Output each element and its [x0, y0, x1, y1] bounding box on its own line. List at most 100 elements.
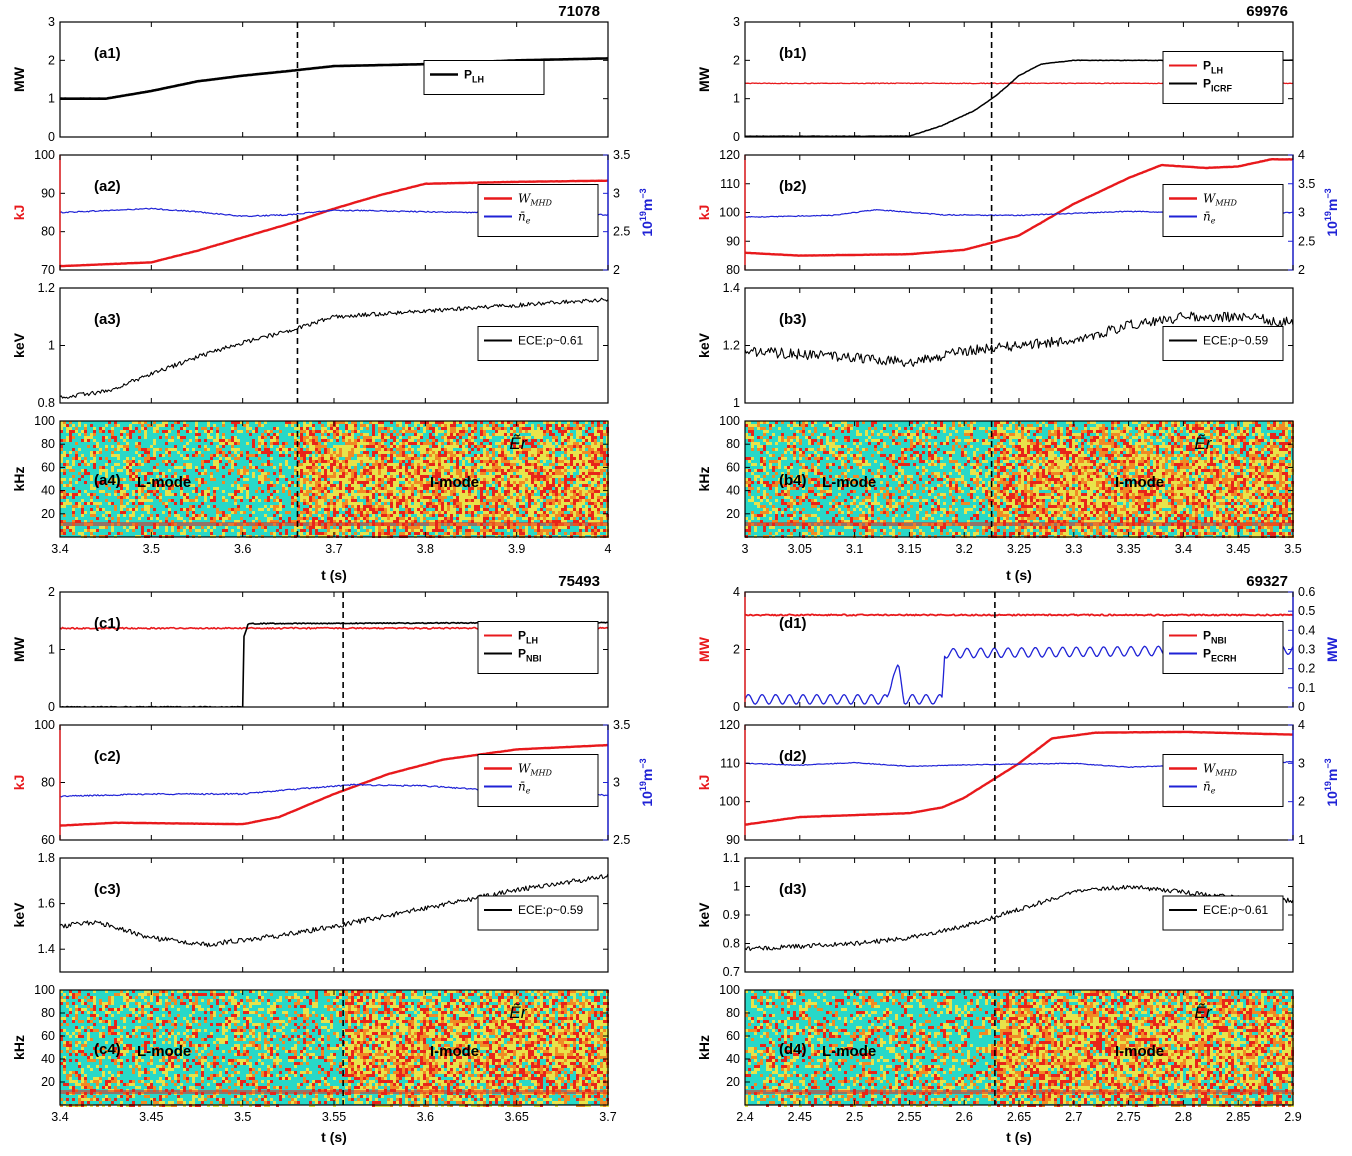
legend-box: [477, 326, 599, 361]
legend-label: PLH: [518, 629, 538, 646]
x-tick-label: 3: [742, 542, 749, 556]
panel-label: (d2): [779, 748, 807, 765]
y-tick-label: 1.6: [38, 897, 55, 911]
y2-tick-label: 2.5: [1298, 234, 1315, 248]
y-tick-label: 60: [726, 1029, 740, 1043]
spectrogram-mid-power: [745, 421, 1294, 538]
x-tick-label: 3.6: [234, 542, 251, 556]
l-mode-label: L-mode: [822, 474, 876, 491]
series-line-ECE061: [745, 884, 1293, 952]
spectrogram-high-power: [60, 990, 609, 1107]
series-line-WMHD: [60, 179, 608, 268]
y-tick-label: 90: [41, 186, 55, 200]
y-tick-label: 20: [726, 1075, 740, 1089]
y-tick-label: 100: [34, 414, 55, 428]
x-tick-label: 2.4: [736, 1110, 753, 1124]
legend-box: [1162, 51, 1284, 104]
series-line-ECE061: [60, 297, 608, 399]
figure-group-a: 71078 PLH 0 1 2 3 MW (a1) WMHD n̄e 70 80 90 100 2 2.5 3 3…: [11, 3, 655, 583]
y-axis-label: keV: [11, 332, 27, 358]
y-tick-label: 80: [726, 1006, 740, 1020]
spectrogram-band: [745, 522, 1293, 526]
y2-tick-label: 3: [1298, 756, 1305, 770]
x-axis-label: t (s): [321, 1129, 347, 1145]
x-tick-label: 3.7: [325, 542, 342, 556]
y-tick-label: 60: [41, 1029, 55, 1043]
y2-tick-label: 3: [613, 776, 620, 790]
y-tick-label: 0.9: [723, 908, 740, 922]
y-axis-label: MW: [11, 636, 27, 662]
panel-c4: 20 40 60 80 100 kHz (c4) L-mode I-mode Ẽr 3.4 3.45 3…: [11, 983, 617, 1124]
x-tick-label: 3.45: [139, 1110, 163, 1124]
y2-tick-label: 0.2: [1298, 662, 1315, 676]
y-tick-label: 120: [719, 148, 740, 162]
panel-c3: ECE:ρ~0.59 1.4 1.6 1.8 keV (c3): [11, 851, 609, 973]
y-tick-label: 60: [41, 833, 55, 847]
l-mode-label: L-mode: [137, 1043, 191, 1060]
y-tick-label: 1: [48, 339, 55, 353]
legend-box: [1162, 621, 1284, 674]
panel-d3: ECE:ρ~0.61 0.7 0.8 0.9 1 1.1 keV (d3): [696, 851, 1294, 979]
y-tick-label: 3: [733, 15, 740, 29]
x-tick-label: 2.65: [1007, 1110, 1031, 1124]
panel-a3: ECE:ρ~0.61 0.8 1 1.2 keV (a3): [11, 281, 609, 410]
x-tick-label: 2.9: [1284, 1110, 1301, 1124]
series-line-PNBI: [745, 613, 1293, 617]
y-tick-label: 100: [34, 148, 55, 162]
i-mode-label: I-mode: [1115, 474, 1164, 491]
legend-label: n̄e: [518, 210, 531, 226]
legend-label: n̄e: [1203, 780, 1216, 796]
y-axis-label: kJ: [696, 775, 712, 791]
y-tick-label: 1.8: [38, 851, 55, 865]
x-tick-label: 2.45: [788, 1110, 812, 1124]
y-axis-label: kHz: [11, 1035, 27, 1060]
y-tick-label: 100: [34, 718, 55, 732]
l-mode-label: L-mode: [822, 1043, 876, 1060]
x-tick-label: 3.15: [897, 542, 921, 556]
x-tick-label: 3.4: [1175, 542, 1192, 556]
x-tick-label: 3.6: [417, 1110, 434, 1124]
panel-label: (d3): [779, 881, 807, 898]
y-tick-label: 1.2: [38, 281, 55, 295]
y-tick-label: 60: [726, 460, 740, 474]
y-tick-label: 0: [733, 130, 740, 144]
panel-label: (c2): [94, 748, 121, 765]
y-tick-label: 1.2: [723, 339, 740, 353]
y-tick-label: 2: [48, 53, 55, 67]
series-line-ECE059: [60, 873, 608, 948]
y-axis-label: kJ: [696, 205, 712, 221]
y-tick-label: 20: [41, 1075, 55, 1089]
y2-tick-label: 2: [1298, 795, 1305, 809]
legend-box: [477, 754, 599, 807]
x-tick-label: 3.25: [1007, 542, 1031, 556]
spectrogram-band: [60, 522, 608, 526]
y2-tick-label: 3.5: [613, 148, 630, 162]
figure-group-d: 69327PNBIPECRH02400.10.20.30.40.50.6MWMW…: [696, 573, 1340, 1145]
panel-d2: WMHD n̄e 90 100 110 120 1 2 3 4 1019m−3 kJ (d2): [696, 718, 1340, 847]
y-tick-label: 40: [41, 484, 55, 498]
x-tick-label: 2.6: [956, 1110, 973, 1124]
y-axis-label: MW: [696, 66, 712, 92]
field-label: Ẽr: [509, 1002, 527, 1022]
y2-tick-label: 2.5: [613, 833, 630, 847]
x-tick-label: 3.2: [956, 542, 973, 556]
x-axis-label: t (s): [1006, 567, 1032, 583]
y2-tick-label: 2: [1298, 263, 1305, 277]
y-axis-label: kJ: [11, 775, 27, 791]
y-tick-label: 40: [726, 484, 740, 498]
legend-box: [1162, 754, 1284, 807]
y-tick-label: 100: [719, 983, 740, 997]
y-tick-label: 20: [726, 507, 740, 521]
spectrogram-low-power: [745, 990, 1294, 1107]
panel-label: (b1): [779, 45, 807, 62]
panel-label: (a4): [94, 472, 121, 489]
series-line-WMHD: [745, 158, 1293, 257]
legend: ECE:ρ~0.61: [477, 326, 599, 361]
y-tick-label: 0: [48, 700, 55, 714]
x-tick-label: 3.4: [51, 542, 68, 556]
y-tick-label: 40: [726, 1052, 740, 1066]
panel-b2: WMHD n̄e 80 90 100 110 120 2 2.5 3 3.5 4 1019m−3 kJ (b…: [696, 148, 1340, 277]
y2-tick-label: 2: [613, 263, 620, 277]
